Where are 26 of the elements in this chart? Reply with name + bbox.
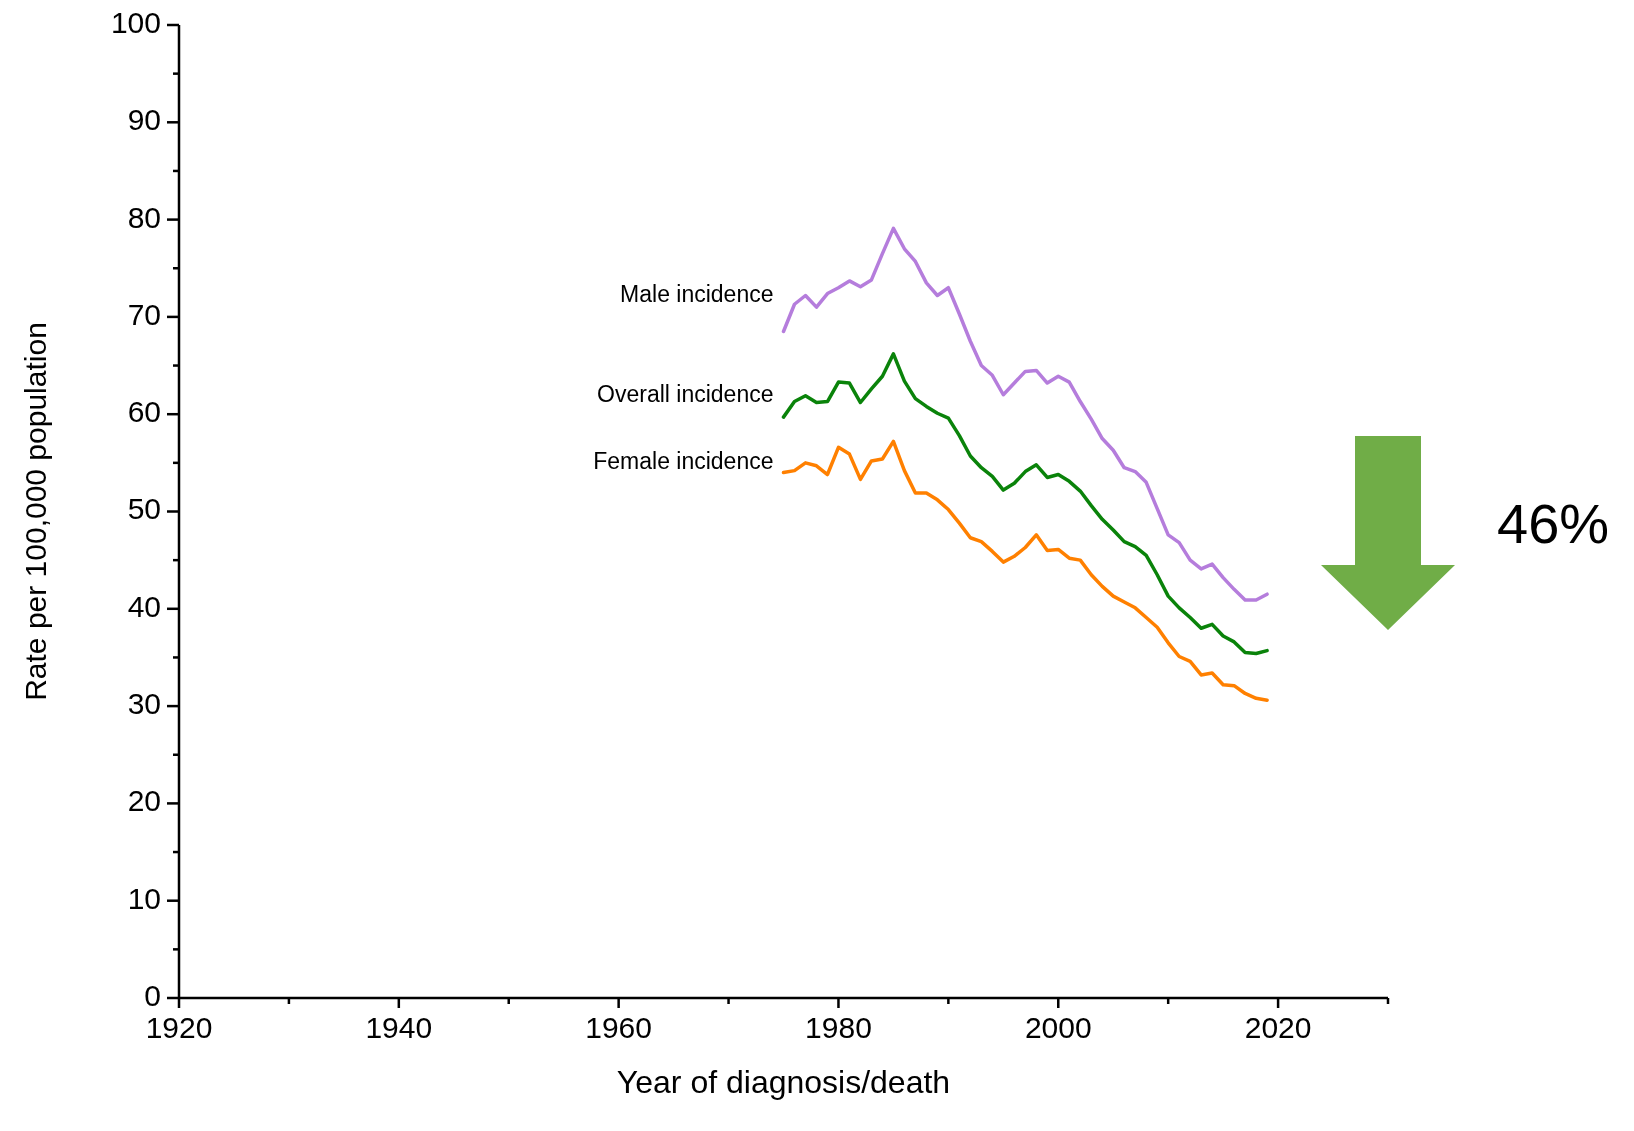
y-tick-label: 80 (127, 200, 161, 234)
y-tick-label: 70 (127, 297, 161, 331)
x-tick-label: 2000 (1024, 1011, 1092, 1044)
y-axis-title: Rate per 100,000 population (19, 322, 52, 701)
y-tick-label: 40 (127, 589, 161, 623)
text: 46% (1497, 491, 1610, 555)
y-tick-label: 10 (127, 881, 161, 915)
x-tick-label: 1960 (585, 1011, 653, 1044)
x-tick-label: 2020 (1244, 1011, 1312, 1044)
y-tick-label: 60 (127, 395, 161, 429)
x-tick-label: 1920 (145, 1011, 213, 1044)
y-tick-label: 20 (127, 784, 161, 818)
x-axis-title: Year of diagnosis/death (616, 1064, 951, 1100)
y-tick-label: 0 (144, 978, 161, 1012)
x-tick-label: 1940 (365, 1011, 433, 1044)
line-series (781, 439, 1269, 703)
y-tick-label: 50 (127, 492, 161, 526)
x-tick-label: 1980 (805, 1011, 872, 1044)
series-label: Male incidence (620, 280, 774, 307)
y-tick-label: 90 (127, 103, 161, 137)
line-series (781, 226, 1269, 602)
series-label: Overall incidence (597, 380, 774, 407)
line-series (781, 352, 1269, 656)
y-tick-label: 100 (110, 5, 161, 39)
series-label: Female incidence (593, 447, 774, 474)
y-tick-label: 30 (127, 687, 161, 721)
